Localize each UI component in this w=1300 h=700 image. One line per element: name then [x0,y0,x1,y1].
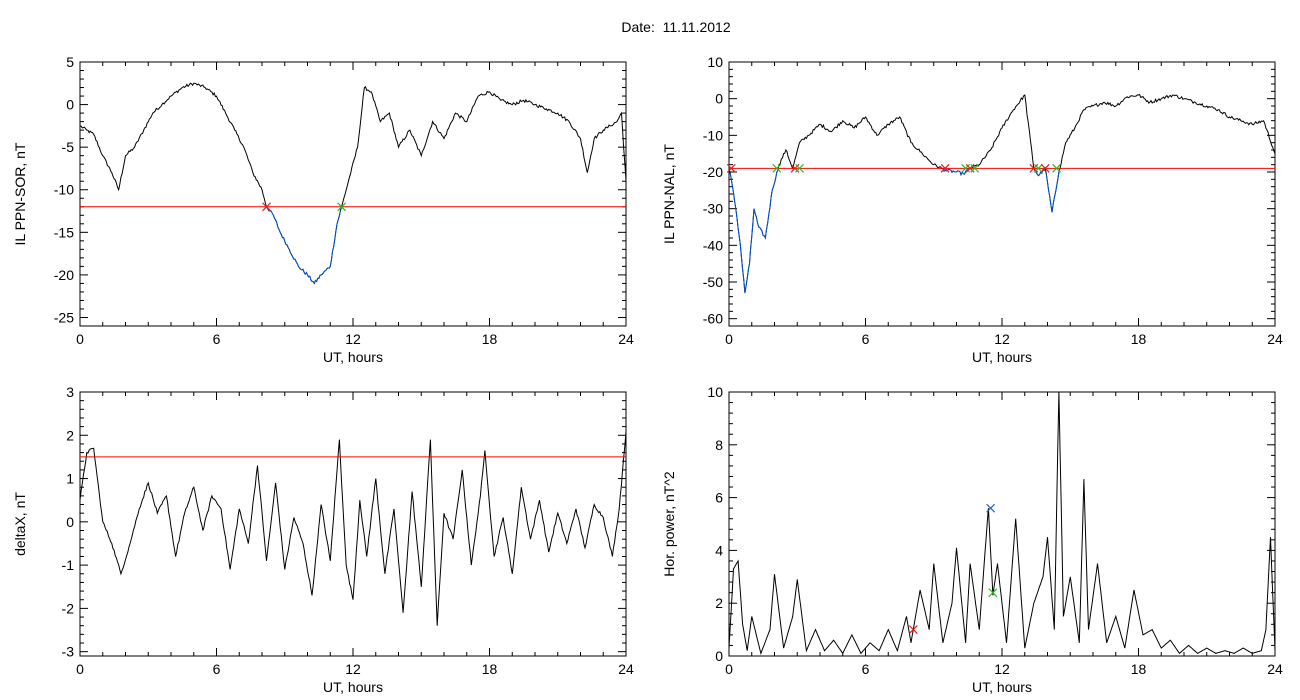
panel-deltax: 0 6 12 18 24 3 2 1 0 -1 -2 -3 UT, hours deltaX, nT [12,384,634,695]
x-axis-label: UT, hours [972,679,1032,695]
marker-start [262,202,271,212]
x-tick-label: 18 [1131,331,1147,347]
series-line [80,430,626,626]
below-threshold-line [267,208,341,285]
marker-end [795,163,804,173]
marker-peak [986,503,996,513]
y-tick-label: 0 [66,97,74,113]
x-tick-label: 24 [1267,661,1283,677]
y-tick-label: -15 [54,224,74,240]
x-tick-label: 0 [76,661,84,677]
panel-ppn-sor: 0 6 12 18 24 5 0 -5 -10 -15 -20 -25 UT, hours IL PPN-… [12,54,634,365]
marker-start [726,163,736,173]
x-tick-label: 6 [862,661,870,677]
x-tick-label: 18 [482,331,498,347]
y-tick-label: -30 [703,201,723,217]
marker-end [772,163,782,173]
panel-ppn-nal: 0 6 12 18 24 10 0 -10 -20 -30 -40 -50 -60 UT, hours IL… [661,54,1283,365]
y-tick-label: 6 [715,490,723,506]
y-axis-label: IL PPN-SOR, nT [12,142,28,245]
y-tick-label: 10 [707,54,723,70]
y-axis-label: IL PPN-NAL, nT [661,144,677,244]
y-tick-label: 0 [715,91,723,107]
x-tick-label: 0 [725,661,733,677]
y-tick-label: 2 [66,427,74,443]
x-axis-label: UT, hours [972,349,1032,365]
y-tick-label: -20 [54,267,74,283]
y-axis-label: deltaX, nT [12,492,28,556]
series-line [80,82,626,285]
x-tick-label: 18 [482,661,498,677]
x-tick-label: 6 [213,661,221,677]
x-axis-label: UT, hours [323,679,383,695]
x-tick-label: 24 [1267,331,1283,347]
y-tick-label: -50 [703,274,723,290]
below-threshold-line [729,167,1061,294]
x-tick-label: 12 [994,661,1010,677]
x-tick-label: 12 [345,331,361,347]
y-tick-label: 0 [715,648,723,664]
y-tick-label: -10 [703,127,723,143]
x-tick-label: 6 [862,331,870,347]
x-tick-label: 24 [618,661,634,677]
x-tick-label: 24 [618,331,634,347]
y-tick-label: 2 [715,595,723,611]
y-tick-label: 10 [707,384,723,400]
y-axis-label: Hor. power, nT^2 [661,471,677,577]
y-tick-label: -10 [54,182,74,198]
y-tick-label: -5 [62,139,75,155]
y-tick-label: -20 [703,164,723,180]
x-tick-label: 0 [76,331,84,347]
series-line [729,93,1275,294]
x-tick-label: 6 [213,331,221,347]
y-tick-label: -3 [62,644,75,660]
y-tick-label: -25 [54,309,74,325]
series-line [729,392,1275,656]
marker-start [908,625,918,635]
x-axis-label: UT, hours [323,349,383,365]
y-tick-label: 3 [66,384,74,400]
marker-end [337,202,347,212]
chart-date-title: Date: 11.11.2012 [621,19,731,35]
marker-start [1040,163,1050,173]
y-tick-label: -40 [703,237,723,253]
y-tick-label: -2 [62,600,75,616]
y-tick-label: 8 [715,437,723,453]
marker-end [988,588,998,598]
marker-start [940,163,950,173]
marker-end [1033,163,1043,173]
marker-end [970,163,980,173]
marker-end [1052,163,1062,173]
y-tick-label: 0 [66,514,74,530]
x-tick-label: 18 [1131,661,1147,677]
y-tick-label: -60 [703,311,723,327]
y-tick-label: 5 [66,54,74,70]
x-tick-label: 12 [994,331,1010,347]
plot-frame [728,391,1276,657]
x-tick-label: 0 [725,331,733,347]
panel-hor-power: 0 6 12 18 24 10 8 6 4 2 0 UT, hours Hor. power, nT^2 [661,384,1283,695]
y-tick-label: 4 [715,542,723,558]
y-tick-label: 1 [66,471,74,487]
plot-frame [79,61,627,327]
x-tick-label: 12 [345,661,361,677]
y-tick-label: -1 [62,557,75,573]
plot-frame [728,61,1276,327]
